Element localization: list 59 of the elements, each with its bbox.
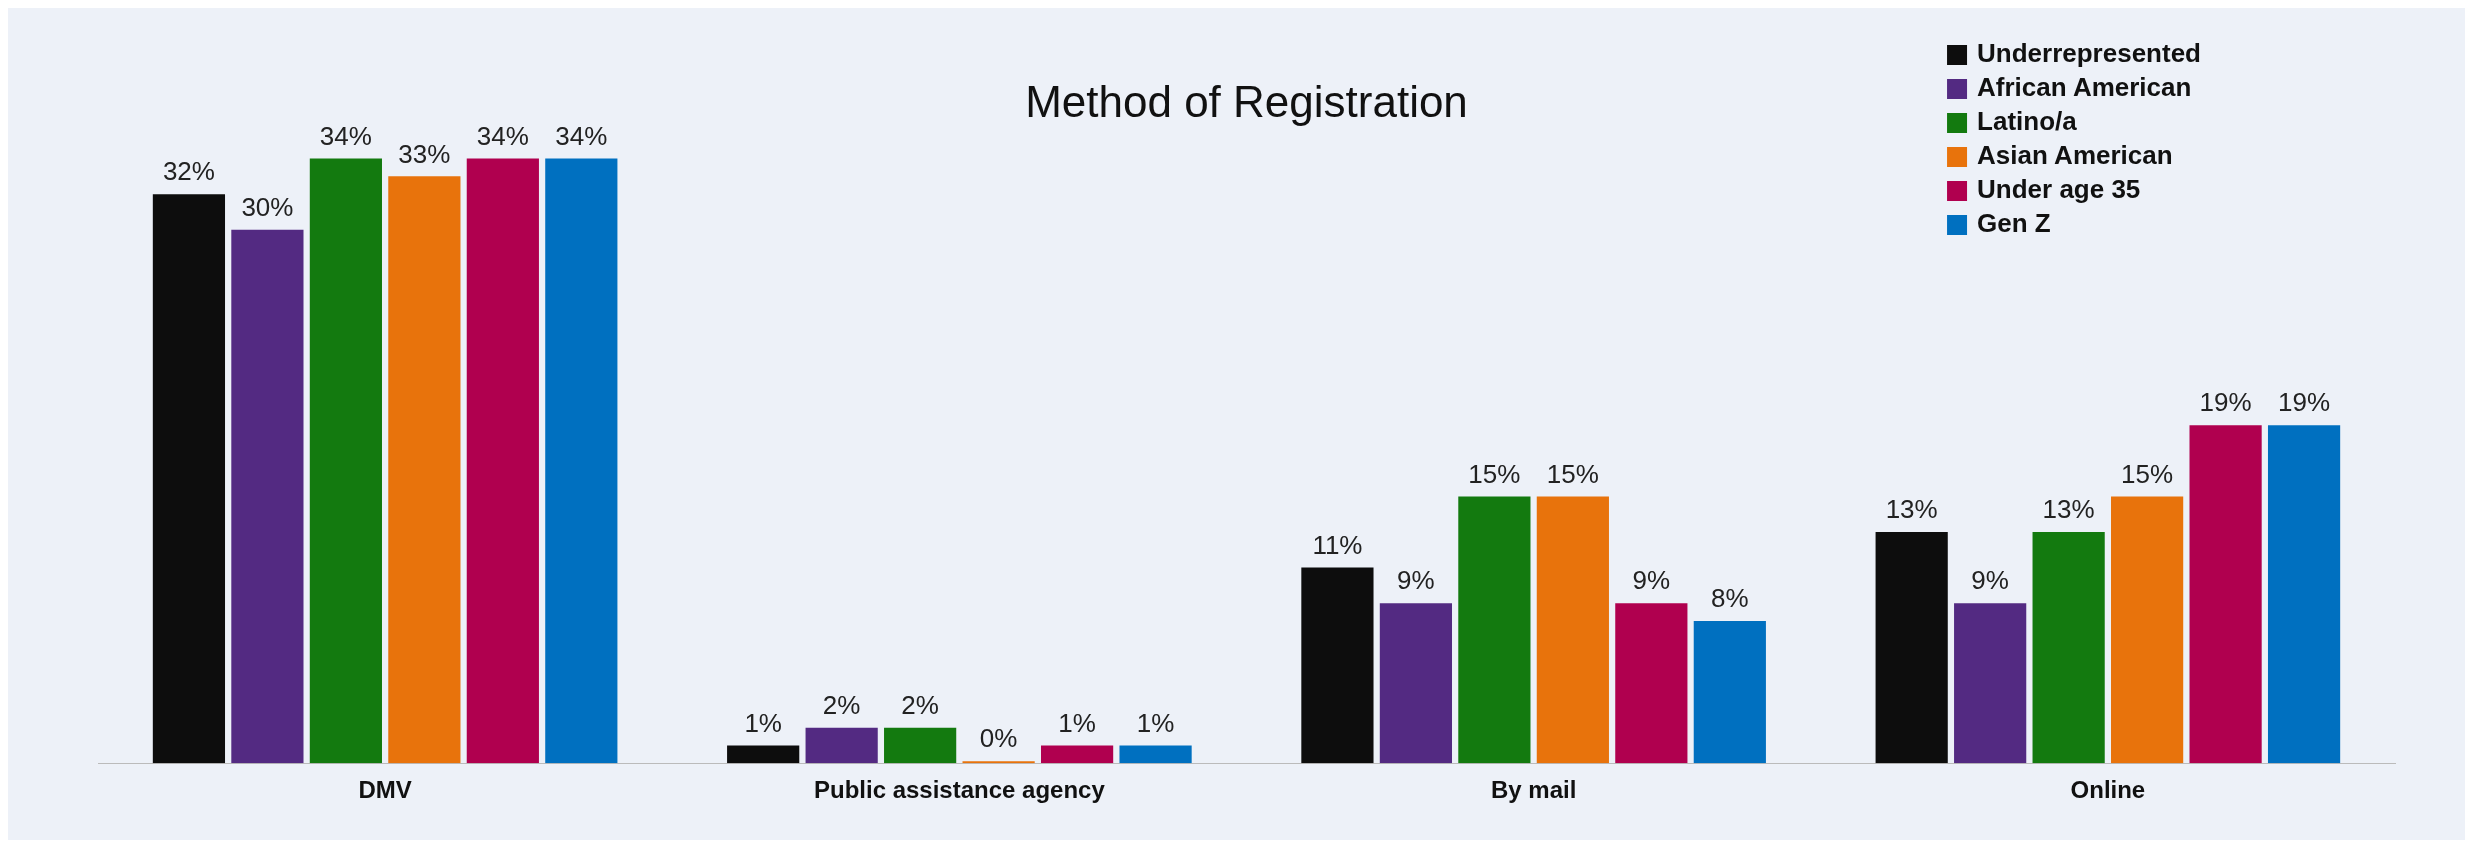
bar xyxy=(1954,603,2027,764)
bar xyxy=(884,727,957,764)
legend-label: Under age 35 xyxy=(1977,174,2141,205)
bar xyxy=(152,194,226,764)
data-label: 1% xyxy=(1136,707,1175,738)
bar xyxy=(1875,532,1948,764)
bar xyxy=(805,727,878,764)
data-label: 19% xyxy=(2199,387,2252,418)
x-tick-label: By mail xyxy=(1490,776,1577,804)
bar xyxy=(2111,496,2184,764)
bar xyxy=(231,229,304,764)
bar xyxy=(466,158,539,764)
x-tick-label: DMV xyxy=(358,776,412,804)
data-label: 19% xyxy=(2278,387,2331,418)
legend-label: Underrepresented xyxy=(1977,38,2202,69)
data-label: 32% xyxy=(162,156,215,187)
bar xyxy=(309,158,382,764)
bar xyxy=(388,176,461,764)
data-label: 8% xyxy=(1711,583,1749,614)
data-label: 15% xyxy=(1468,458,1521,489)
data-label: 33% xyxy=(398,138,451,169)
data-label: 2% xyxy=(901,689,939,720)
legend-label: Gen Z xyxy=(1977,208,2051,239)
legend-label: Latino/a xyxy=(1977,106,2078,137)
bar xyxy=(2267,425,2341,764)
data-label: 9% xyxy=(1397,565,1435,596)
data-label: 34% xyxy=(476,120,529,151)
bar xyxy=(1615,603,1688,764)
data-label: 34% xyxy=(319,120,372,151)
bar xyxy=(1119,745,1192,764)
bar xyxy=(545,158,618,764)
bar xyxy=(2032,532,2105,764)
bar xyxy=(727,745,800,764)
data-label: 0% xyxy=(979,723,1018,754)
bar xyxy=(1040,745,1114,764)
bar xyxy=(962,761,1035,764)
x-tick-label: Online xyxy=(2070,776,2146,804)
legend-label: Asian American xyxy=(1977,140,2173,171)
data-label: 9% xyxy=(1971,565,2009,596)
data-label: 15% xyxy=(1546,458,1599,489)
data-label: 11% xyxy=(1312,529,1363,560)
data-label: 34% xyxy=(555,120,608,151)
data-label: 1% xyxy=(744,707,782,738)
data-label: 1% xyxy=(1058,707,1096,738)
x-tick-label: Public assistance agency xyxy=(813,776,1106,804)
bar xyxy=(1693,620,1766,764)
data-label: 13% xyxy=(2042,494,2095,525)
chart-title: Method of Registration xyxy=(1025,76,1468,126)
data-label: 30% xyxy=(241,191,294,222)
bar xyxy=(1379,603,1453,764)
bar xyxy=(1301,567,1374,764)
bar xyxy=(1458,496,1531,764)
data-label: 2% xyxy=(822,689,861,720)
legend-label: African American xyxy=(1977,72,2192,103)
bar xyxy=(2189,425,2262,764)
data-label: 15% xyxy=(2121,458,2174,489)
bar xyxy=(1536,496,1609,764)
data-label: 9% xyxy=(1632,565,1671,596)
data-label: 13% xyxy=(1885,494,1938,525)
